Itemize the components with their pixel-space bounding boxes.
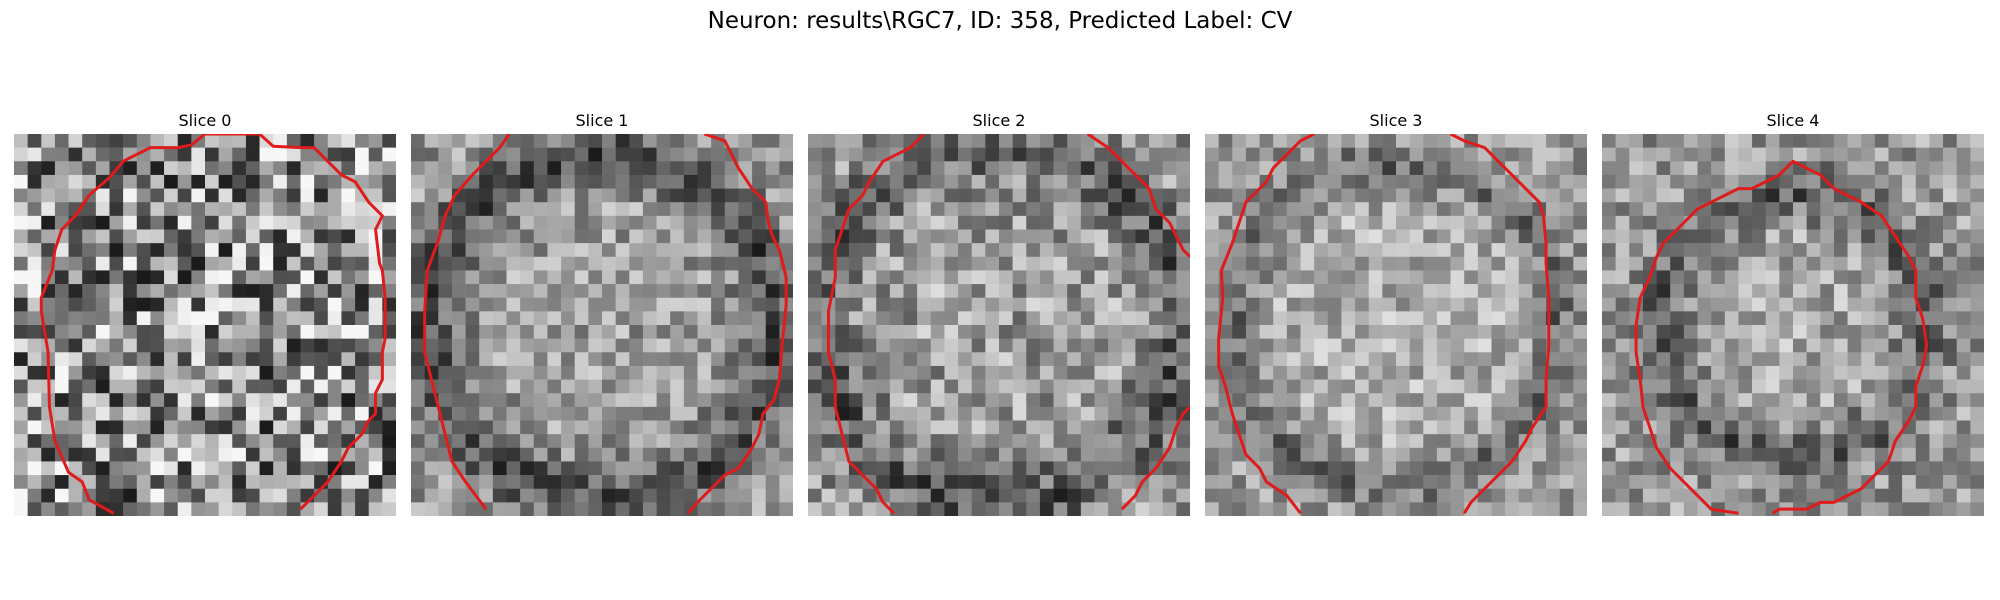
segmentation-contour [423, 134, 511, 511]
slice-title-4: Slice 4 [1766, 111, 1820, 130]
slice-panel-2: Slice 2 [808, 108, 1190, 516]
slice-title-1: Slice 1 [575, 111, 629, 130]
pixel-grid [411, 134, 793, 516]
slice-title-3: Slice 3 [1369, 111, 1423, 130]
slice-panel-3: Slice 3 [1205, 108, 1587, 516]
slice-image-4 [1602, 134, 1984, 516]
segmentation-contour [686, 134, 788, 515]
segmentation-contour [1086, 134, 1190, 258]
figure-title: Neuron: results\RGC7, ID: 358, Predicted… [707, 8, 1293, 34]
slice-panel-1: Slice 1 [411, 108, 793, 516]
slice-image-1 [411, 134, 793, 516]
slice-image-2 [808, 134, 1190, 516]
segmentation-contour [1634, 159, 1929, 515]
slice-panel-4: Slice 4 [1602, 108, 1984, 516]
pixel-grid [1602, 134, 1984, 516]
pixel-grid [808, 134, 1190, 516]
slice-image-3 [1205, 134, 1587, 516]
segmentation-contour [1449, 134, 1551, 515]
segmentation-contour [1120, 405, 1190, 511]
segmentation-contour [1217, 134, 1315, 515]
pixel-grid [14, 134, 396, 516]
segmentation-contour [826, 134, 926, 515]
slice-title-0: Slice 0 [178, 111, 232, 130]
slice-title-2: Slice 2 [972, 111, 1026, 130]
slice-panel-0: Slice 0 [14, 108, 396, 516]
slice-image-0 [14, 134, 396, 516]
segmentation-contour [39, 134, 387, 515]
